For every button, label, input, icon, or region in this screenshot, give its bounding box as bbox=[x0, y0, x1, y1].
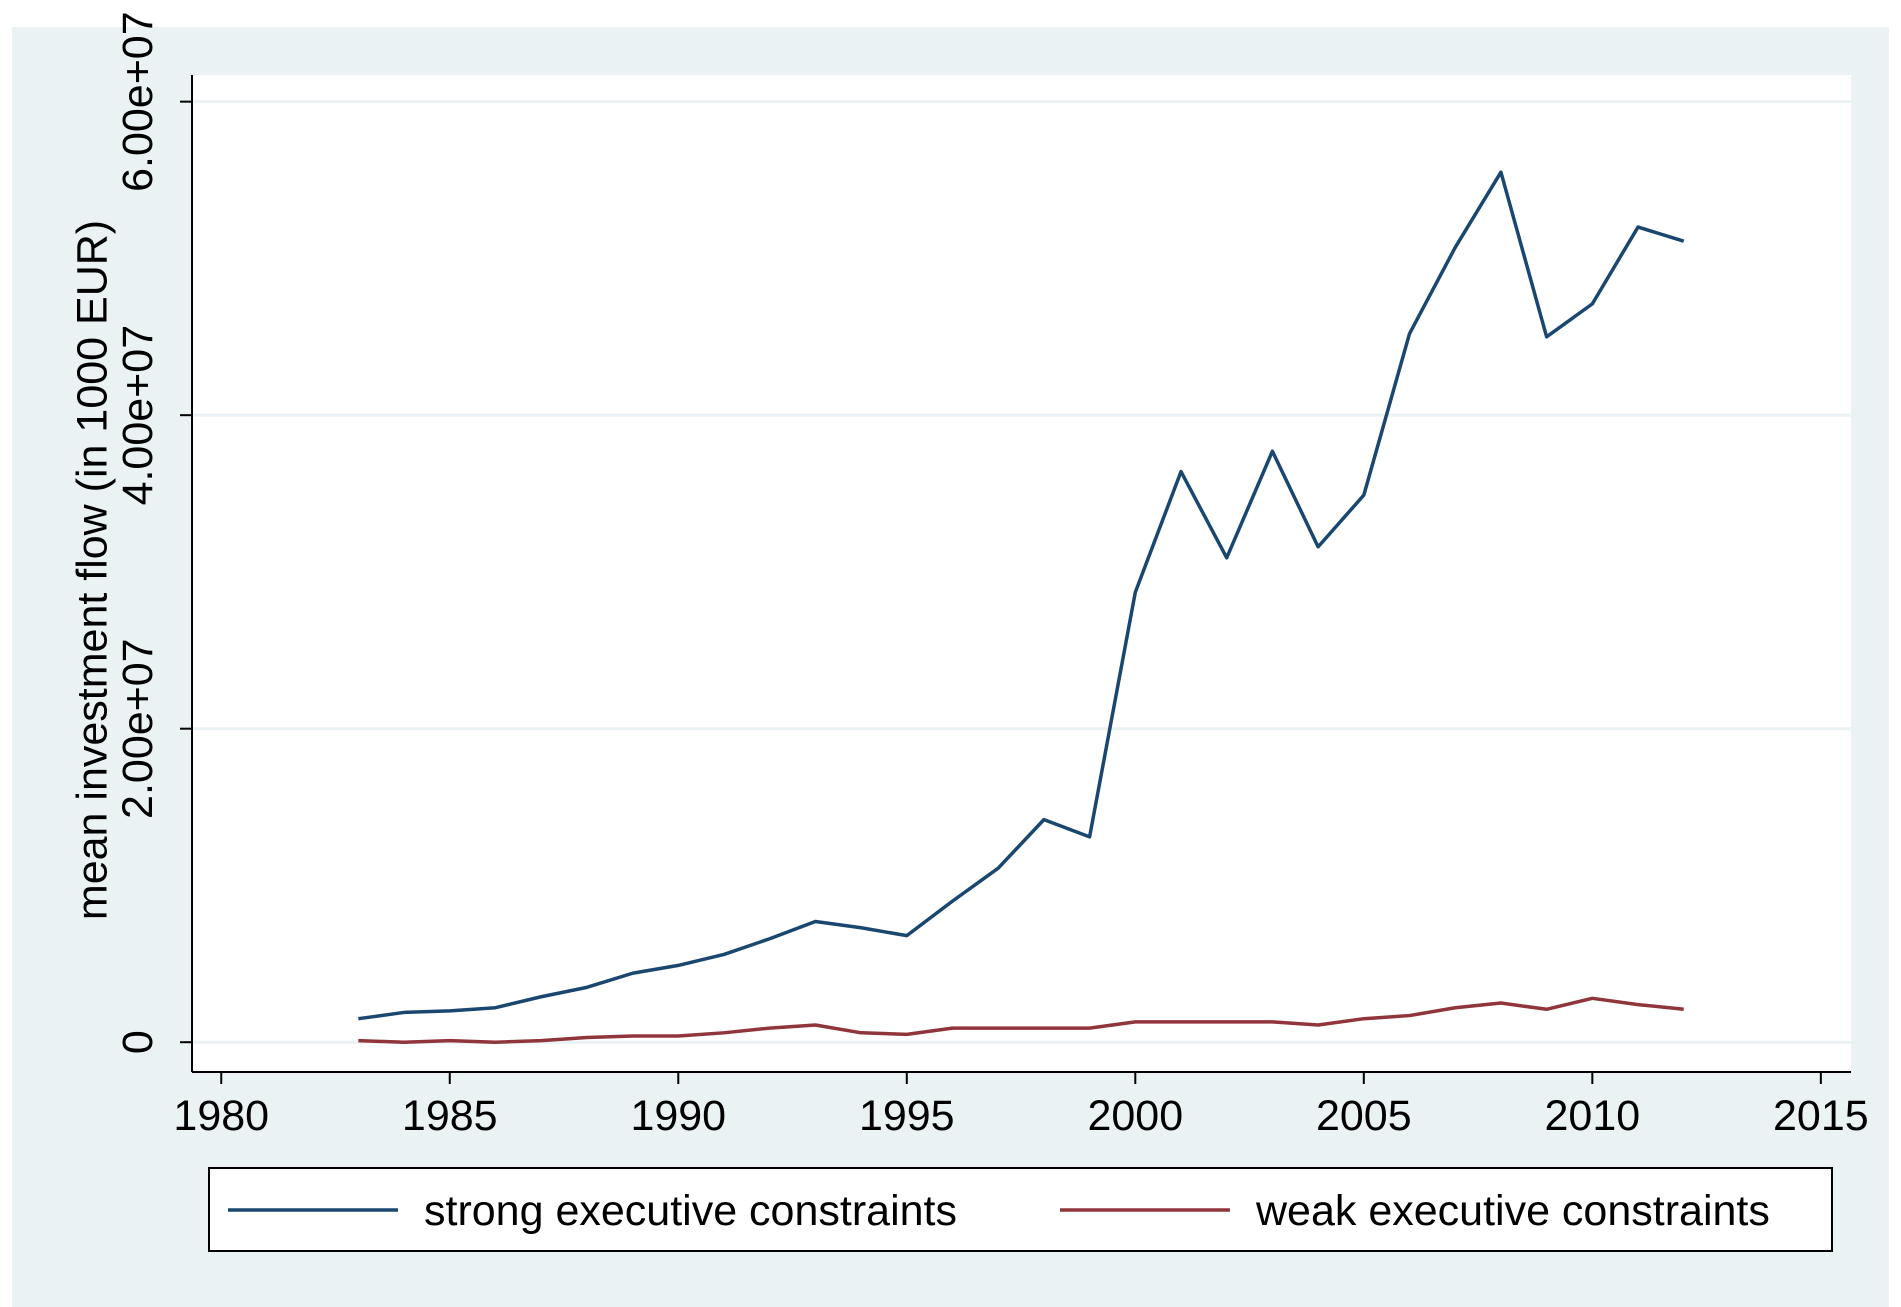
series-line bbox=[358, 996, 1684, 1044]
legend-label: weak executive constraints bbox=[1255, 1187, 1770, 1235]
legend-label: strong executive constraints bbox=[424, 1187, 957, 1235]
x-tick-label: 2000 bbox=[1087, 1092, 1183, 1140]
x-tick-label: 1980 bbox=[173, 1092, 269, 1140]
series-line bbox=[358, 170, 1685, 1021]
x-tick-label: 1995 bbox=[859, 1092, 955, 1140]
x-tick-label: 2015 bbox=[1773, 1092, 1869, 1140]
y-axis-title: mean investment flow (in 1000 EUR) bbox=[68, 220, 116, 920]
y-tick-label: 6.00e+07 bbox=[114, 11, 162, 192]
x-tick-label: 1990 bbox=[630, 1092, 726, 1140]
y-tick-label: 0 bbox=[114, 1030, 162, 1054]
legend bbox=[208, 1167, 1833, 1252]
y-tick-label: 2.00e+07 bbox=[114, 638, 162, 819]
x-tick-label: 2005 bbox=[1316, 1092, 1412, 1140]
y-tick-label: 4.00e+07 bbox=[114, 325, 162, 506]
plot-area bbox=[192, 75, 1851, 1072]
x-tick-label: 1985 bbox=[402, 1092, 498, 1140]
x-tick-label: 2010 bbox=[1544, 1092, 1640, 1140]
